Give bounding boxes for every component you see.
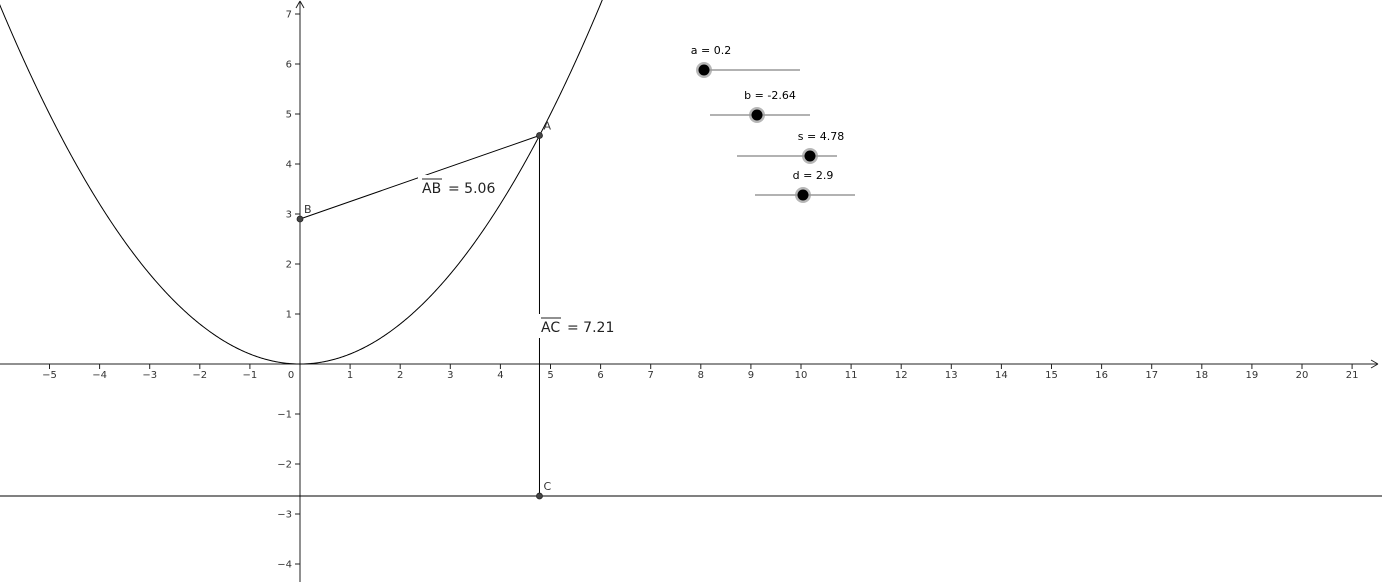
x-tick-label: 13 — [945, 370, 958, 381]
slider-a[interactable]: a = 0.2 — [691, 44, 800, 78]
x-tick-label: 21 — [1346, 370, 1359, 381]
y-axis-arrow-icon — [295, 0, 305, 9]
segment-name: AB — [422, 181, 441, 197]
point-b[interactable] — [296, 215, 304, 223]
slider-d[interactable]: d = 2.9 — [755, 169, 855, 203]
x-tick-label: 6 — [597, 370, 603, 381]
x-tick-label: 12 — [895, 370, 908, 381]
segment-label-ab: AB = 5.06 — [418, 175, 502, 199]
y-tick-label: 2 — [286, 260, 292, 271]
y-tick-label: −3 — [277, 510, 292, 521]
y-tick-label: −4 — [277, 560, 292, 571]
x-tick-label: 10 — [795, 370, 808, 381]
x-tick-label: 14 — [995, 370, 1008, 381]
segment-value: = 7.21 — [567, 320, 614, 336]
x-tick-label: −2 — [192, 370, 207, 381]
slider-knob[interactable] — [797, 189, 809, 201]
x-tick-label: 20 — [1296, 370, 1309, 381]
x-tick-label: 5 — [547, 370, 553, 381]
slider-knob[interactable] — [804, 150, 816, 162]
y-tick-label: 5 — [286, 110, 292, 121]
y-tick-label: 3 — [286, 210, 292, 221]
slider-label: b = -2.64 — [744, 89, 796, 102]
y-tick-label: −1 — [277, 410, 292, 421]
x-tick-label: 4 — [497, 370, 503, 381]
x-tick-label: 8 — [698, 370, 704, 381]
slider-label: d = 2.9 — [793, 169, 834, 182]
point-label-a: A — [543, 120, 551, 133]
slider-s[interactable]: s = 4.78 — [737, 130, 844, 164]
slider-knob[interactable] — [751, 109, 763, 121]
segment-name: AC — [541, 320, 560, 336]
y-tick-label: 7 — [286, 10, 292, 21]
y-tick-label: −2 — [277, 460, 292, 471]
x-tick-label: 7 — [648, 370, 654, 381]
y-tick-label: 6 — [286, 60, 292, 71]
x-tick-label: 15 — [1045, 370, 1058, 381]
segment-value: = 5.06 — [448, 181, 495, 197]
x-tick-label: 16 — [1095, 370, 1108, 381]
x-axis-arrow-icon — [1370, 359, 1379, 369]
point-label-b: B — [304, 203, 312, 216]
parabola-curve[interactable] — [0, 0, 610, 365]
x-tick-label: −4 — [92, 370, 107, 381]
slider-label: s = 4.78 — [798, 130, 844, 143]
x-tick-label: 9 — [748, 370, 754, 381]
point-label-c: C — [543, 480, 551, 493]
x-tick-label: 3 — [447, 370, 453, 381]
x-tick-label: 19 — [1246, 370, 1259, 381]
x-tick-label: 17 — [1145, 370, 1158, 381]
x-tick-label: 1 — [347, 370, 353, 381]
slider-label: a = 0.2 — [691, 44, 731, 57]
point-c[interactable] — [536, 492, 543, 500]
x-tick-label: 11 — [845, 370, 858, 381]
y-tick-label: 4 — [286, 160, 292, 171]
slider-knob[interactable] — [698, 64, 710, 76]
slider-b[interactable]: b = -2.64 — [710, 89, 810, 123]
point-a[interactable] — [536, 132, 543, 139]
x-tick-label: −3 — [142, 370, 157, 381]
y-tick-label: 1 — [286, 310, 292, 321]
x-tick-label: 2 — [397, 370, 403, 381]
x-tick-label: 0 — [288, 370, 294, 381]
x-tick-label: −1 — [243, 370, 258, 381]
x-tick-label: 18 — [1195, 370, 1208, 381]
segment-label-ac: AC = 7.21 — [537, 314, 621, 338]
x-tick-label: −5 — [42, 370, 57, 381]
